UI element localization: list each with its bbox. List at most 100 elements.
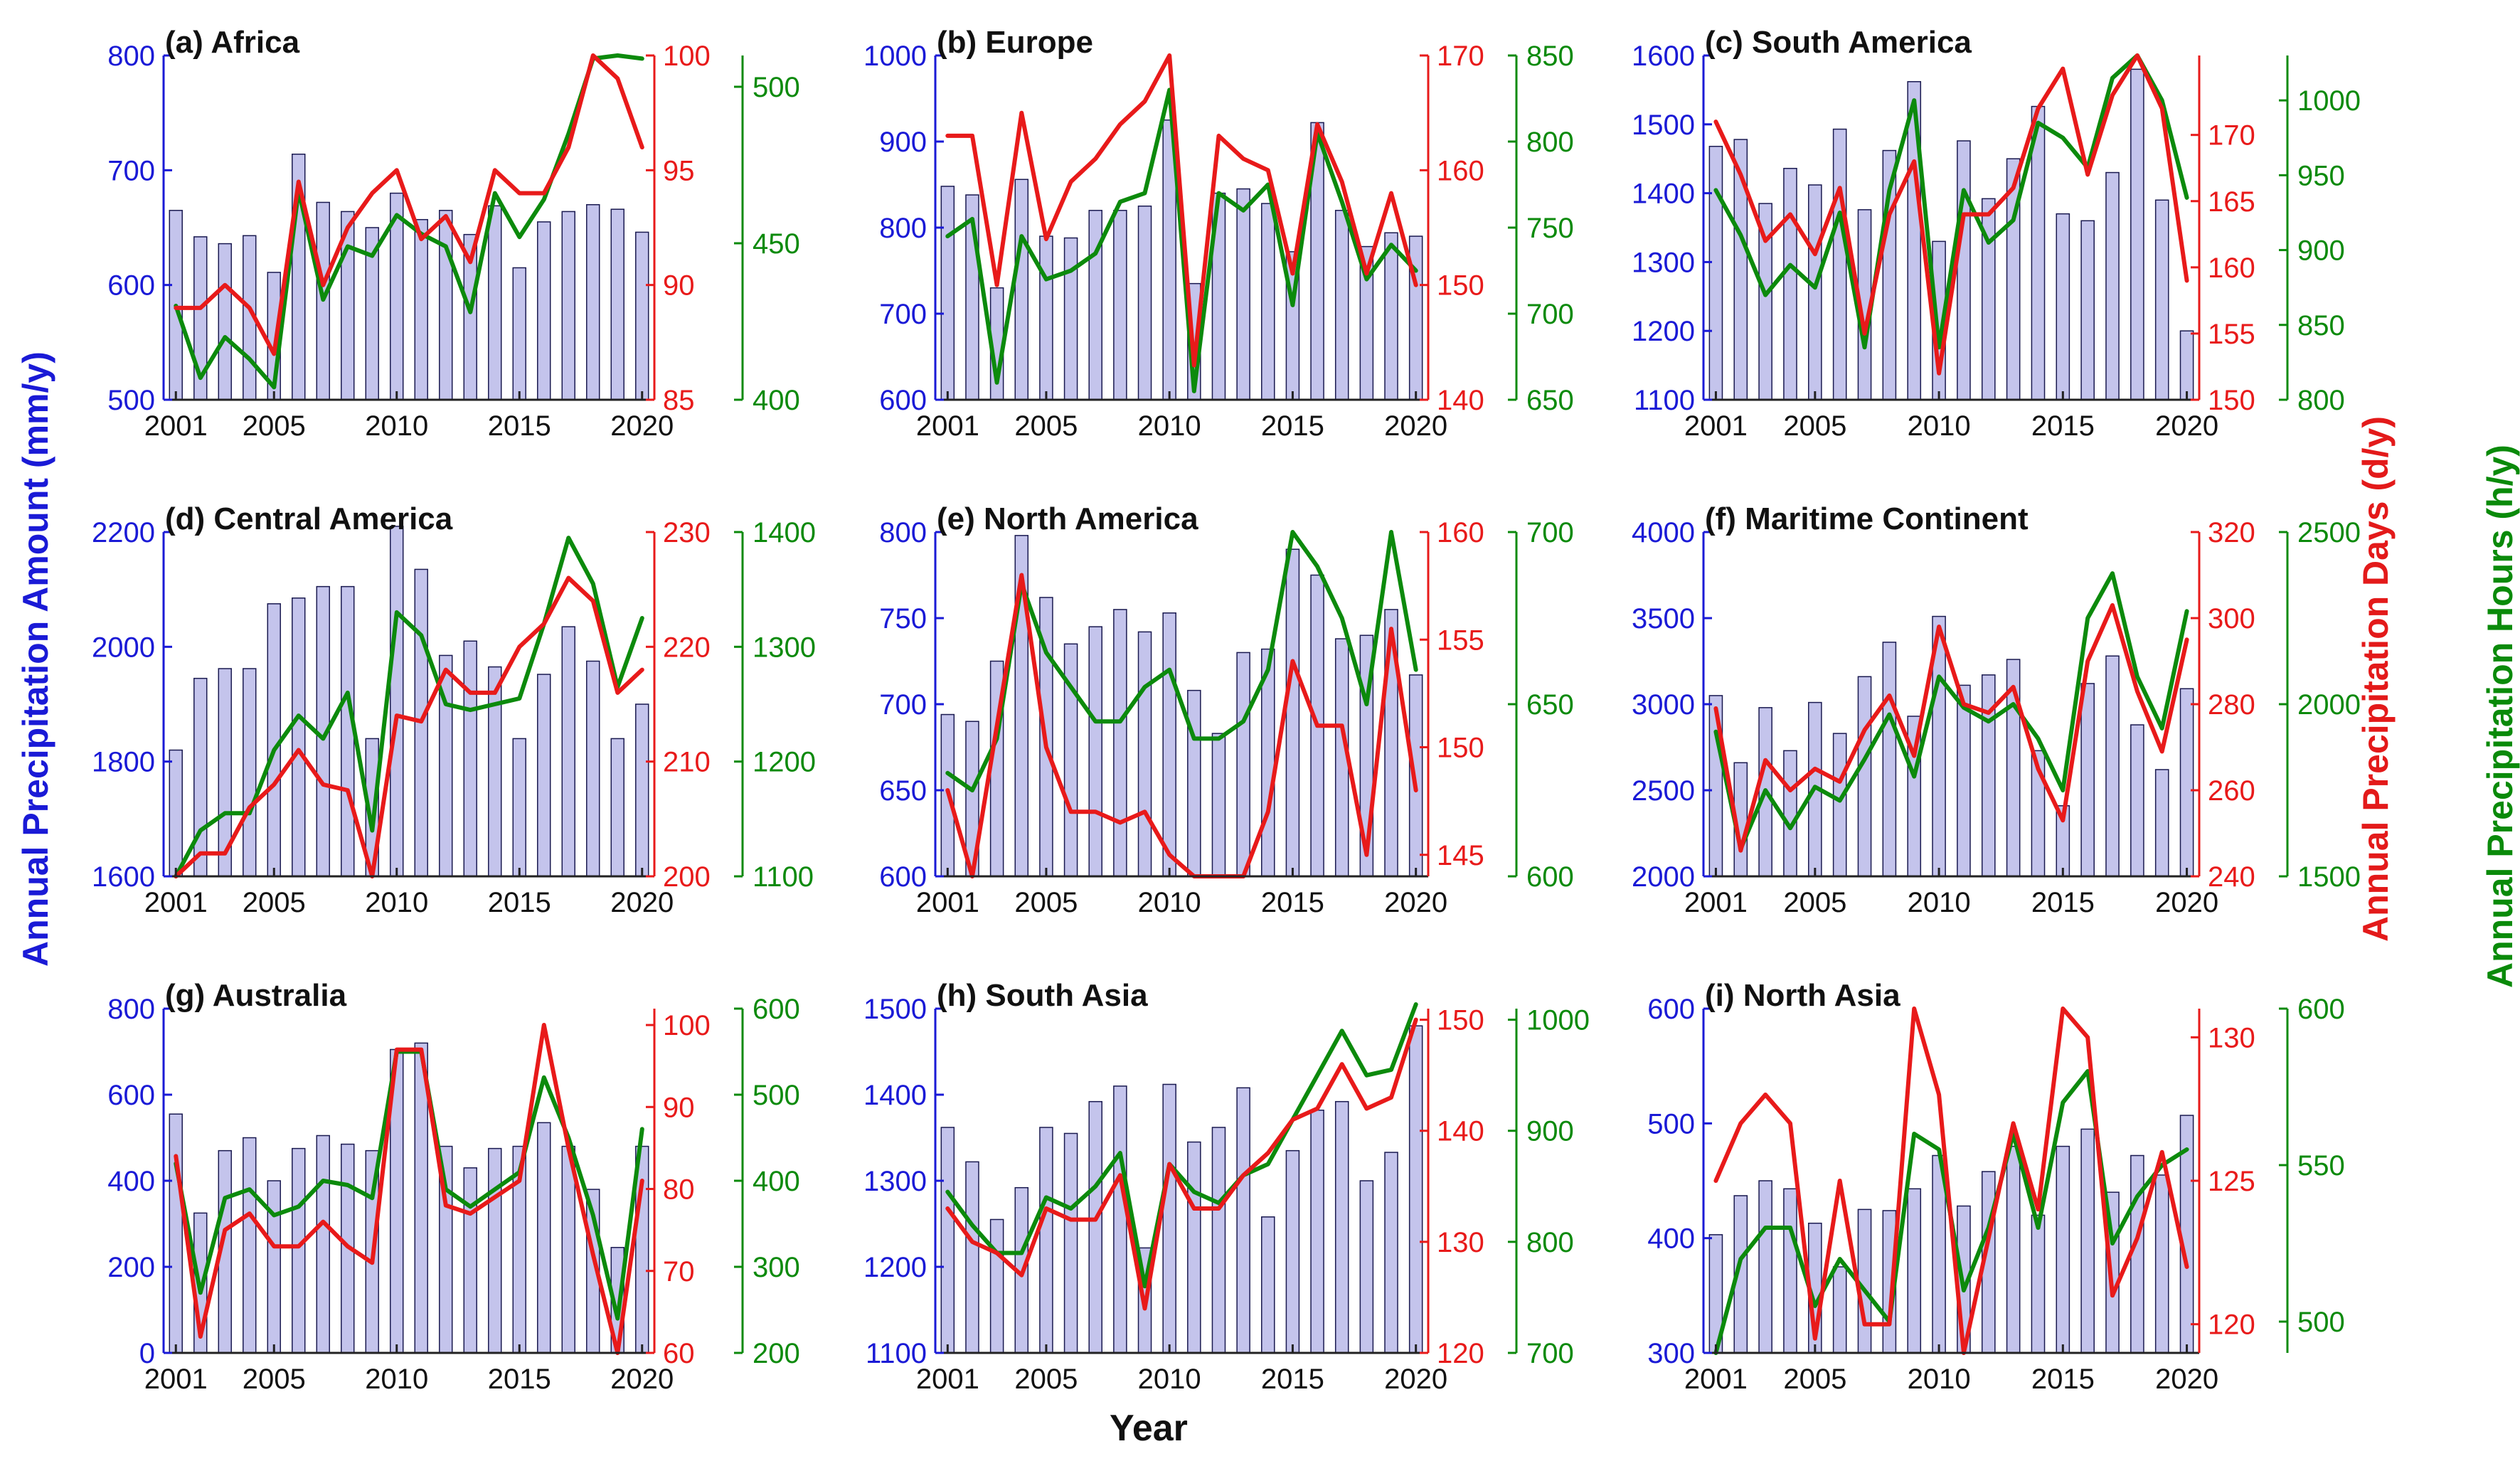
amount-tick-label: 1400 [863, 1080, 927, 1111]
hours-tick-label: 2000 [2297, 689, 2361, 721]
precip-days-line [174, 575, 644, 878]
precip-amount-bar [488, 205, 502, 400]
precip-amount-bar [2179, 688, 2194, 877]
days-tick-label: 145 [1437, 840, 1484, 871]
panel-9: 300 400 500 600 120 125 130 500 550 600 2001 2005 20… [1647, 978, 2345, 1395]
hours-tick-label: 600 [753, 994, 800, 1025]
x-tick-label: 2005 [1014, 1364, 1078, 1395]
precip-amount-bar [2154, 199, 2169, 400]
precip-amount-bar [1088, 210, 1102, 400]
amount-tick-label: 1500 [863, 994, 927, 1025]
precip-amount-bar [1039, 235, 1053, 400]
precip-days-line [945, 53, 1418, 368]
precip-amount-bar [218, 243, 232, 400]
amount-tick-label: 2000 [92, 632, 155, 663]
precip-amount-bar [1408, 1025, 1423, 1354]
precip-amount-bar [2105, 655, 2120, 877]
x-tick-label: 2020 [2155, 1364, 2218, 1395]
hours-tick-label: 450 [753, 228, 800, 260]
amount-tick-label: 1600 [92, 861, 155, 893]
amount-tick-label: 1800 [92, 747, 155, 778]
x-tick-label: 2015 [488, 1364, 551, 1395]
precip-amount-bar [488, 666, 502, 877]
hours-tick-label: 750 [1526, 213, 1574, 244]
days-tick-label: 140 [1437, 1116, 1484, 1147]
x-tick-label: 2005 [1783, 887, 1846, 918]
precip-amount-bar [512, 267, 526, 400]
precip-amount-bar [1783, 168, 1797, 400]
precip-amount-bar [1384, 1152, 1398, 1354]
precip-amount-bar [1113, 210, 1127, 400]
x-tick-label: 2005 [1783, 1364, 1846, 1395]
hours-tick-label: 850 [2297, 310, 2345, 341]
amount-tick-label: 600 [107, 270, 155, 302]
x-tick-label: 2020 [610, 410, 674, 442]
x-tick-label: 2010 [1138, 410, 1201, 442]
days-tick-label: 95 [663, 155, 695, 186]
precip-amount-bar [1359, 1180, 1374, 1354]
days-tick-label: 150 [2208, 385, 2255, 416]
x-tick-label: 2001 [916, 410, 979, 442]
x-tick-label: 2010 [1908, 410, 1971, 442]
precip-amount-bar [316, 1135, 330, 1354]
precip-amount-bar [635, 231, 649, 400]
hours-tick-label: 1500 [2297, 861, 2361, 893]
precip-amount-bar [1187, 1141, 1201, 1354]
amount-tick-label: 2000 [1632, 861, 1695, 893]
precip-amount-bar [610, 208, 624, 400]
precip-amount-bar [635, 703, 649, 877]
precip-amount-bar [1310, 1110, 1324, 1354]
hours-tick-label: 1400 [753, 517, 816, 548]
precip-amount-bar [292, 597, 306, 877]
precip-amount-bar [1408, 674, 1423, 877]
days-tick-label: 130 [1437, 1227, 1484, 1258]
amount-tick-label: 700 [107, 155, 155, 186]
hours-tick-label: 1100 [753, 861, 814, 893]
precip-amount-bar [2056, 1145, 2070, 1354]
days-tick-label: 90 [663, 270, 695, 302]
precip-amount-bar [1832, 128, 1847, 400]
x-tick-label: 2015 [488, 410, 551, 442]
precip-amount-bar [586, 203, 600, 400]
amount-tick-label: 1300 [863, 1166, 927, 1197]
precip-amount-bar [512, 738, 526, 877]
hours-tick-label: 500 [2297, 1307, 2345, 1338]
precip-amount-bar [537, 221, 551, 400]
amount-tick-label: 600 [879, 861, 927, 893]
x-axis-label-year: Year [1110, 1408, 1188, 1449]
x-tick-label: 2010 [1908, 887, 1971, 918]
x-tick-label: 2020 [1384, 410, 1447, 442]
hours-tick-label: 1000 [2297, 85, 2361, 117]
days-tick-label: 300 [2208, 603, 2255, 634]
days-tick-label: 160 [2208, 253, 2255, 284]
precip-amount-bar [2056, 213, 2070, 400]
x-tick-label: 2010 [1908, 1364, 1971, 1395]
precip-amount-bar [2154, 769, 2169, 877]
x-tick-label: 2001 [1684, 887, 1748, 918]
x-tick-label: 2005 [243, 1364, 306, 1395]
panel-2: 600 700 800 900 1000 140 150 160 170 650 700 750 800… [863, 25, 1574, 442]
x-tick-label: 2020 [2155, 887, 2218, 918]
x-tick-label: 2015 [488, 887, 551, 918]
amount-tick-label: 1300 [1632, 247, 1695, 278]
x-tick-label: 2001 [144, 887, 208, 918]
panel-title: (h) South Asia [937, 978, 1148, 1013]
precip-amount-bar [561, 626, 575, 877]
x-tick-label: 2020 [1384, 887, 1447, 918]
days-tick-label: 125 [2208, 1166, 2255, 1197]
days-tick-label: 280 [2208, 689, 2255, 721]
precip-amount-bar [965, 1161, 979, 1354]
amount-tick-label: 300 [1647, 1338, 1695, 1369]
days-tick-label: 160 [1437, 517, 1484, 548]
panel-title: (b) Europe [937, 25, 1093, 60]
days-tick-label: 220 [663, 632, 711, 663]
hours-tick-label: 500 [753, 72, 800, 103]
precip-hours-line [945, 1002, 1418, 1289]
days-tick-label: 100 [663, 41, 711, 72]
y-axis-label-hours: Annual Precipitation Hours (h/y) [2480, 445, 2520, 988]
precip-amount-bar [390, 526, 404, 877]
amount-tick-label: 1600 [1632, 41, 1695, 72]
precip-amount-bar [2031, 105, 2046, 400]
days-tick-label: 120 [2208, 1310, 2255, 1341]
x-tick-label: 2001 [144, 1364, 208, 1395]
